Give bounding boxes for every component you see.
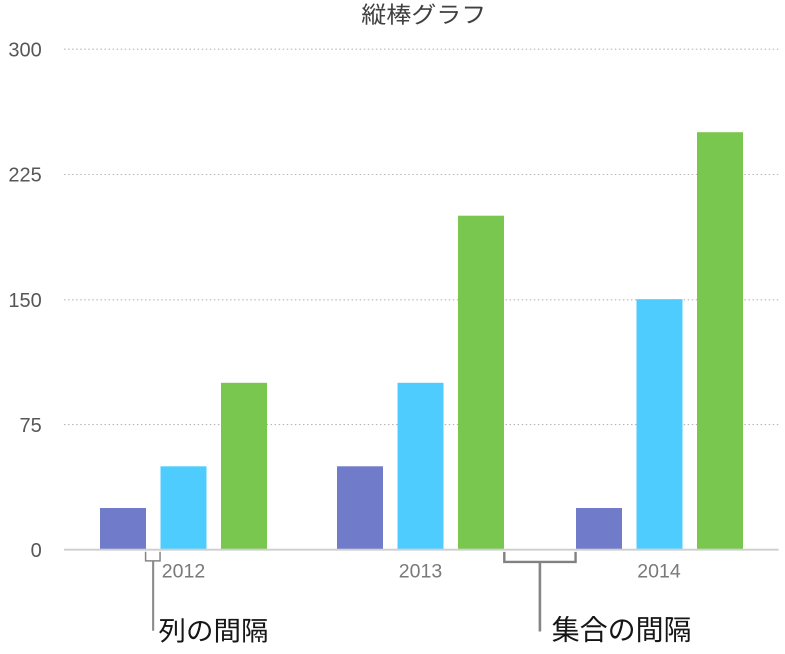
svg-text:2014: 2014 [637,561,681,583]
svg-text:2013: 2013 [399,561,442,583]
svg-text:0: 0 [31,540,42,562]
svg-text:150: 150 [8,290,41,312]
svg-text:225: 225 [8,165,41,187]
svg-text:75: 75 [20,415,42,437]
svg-text:300: 300 [8,39,41,61]
svg-text:2012: 2012 [162,561,205,583]
